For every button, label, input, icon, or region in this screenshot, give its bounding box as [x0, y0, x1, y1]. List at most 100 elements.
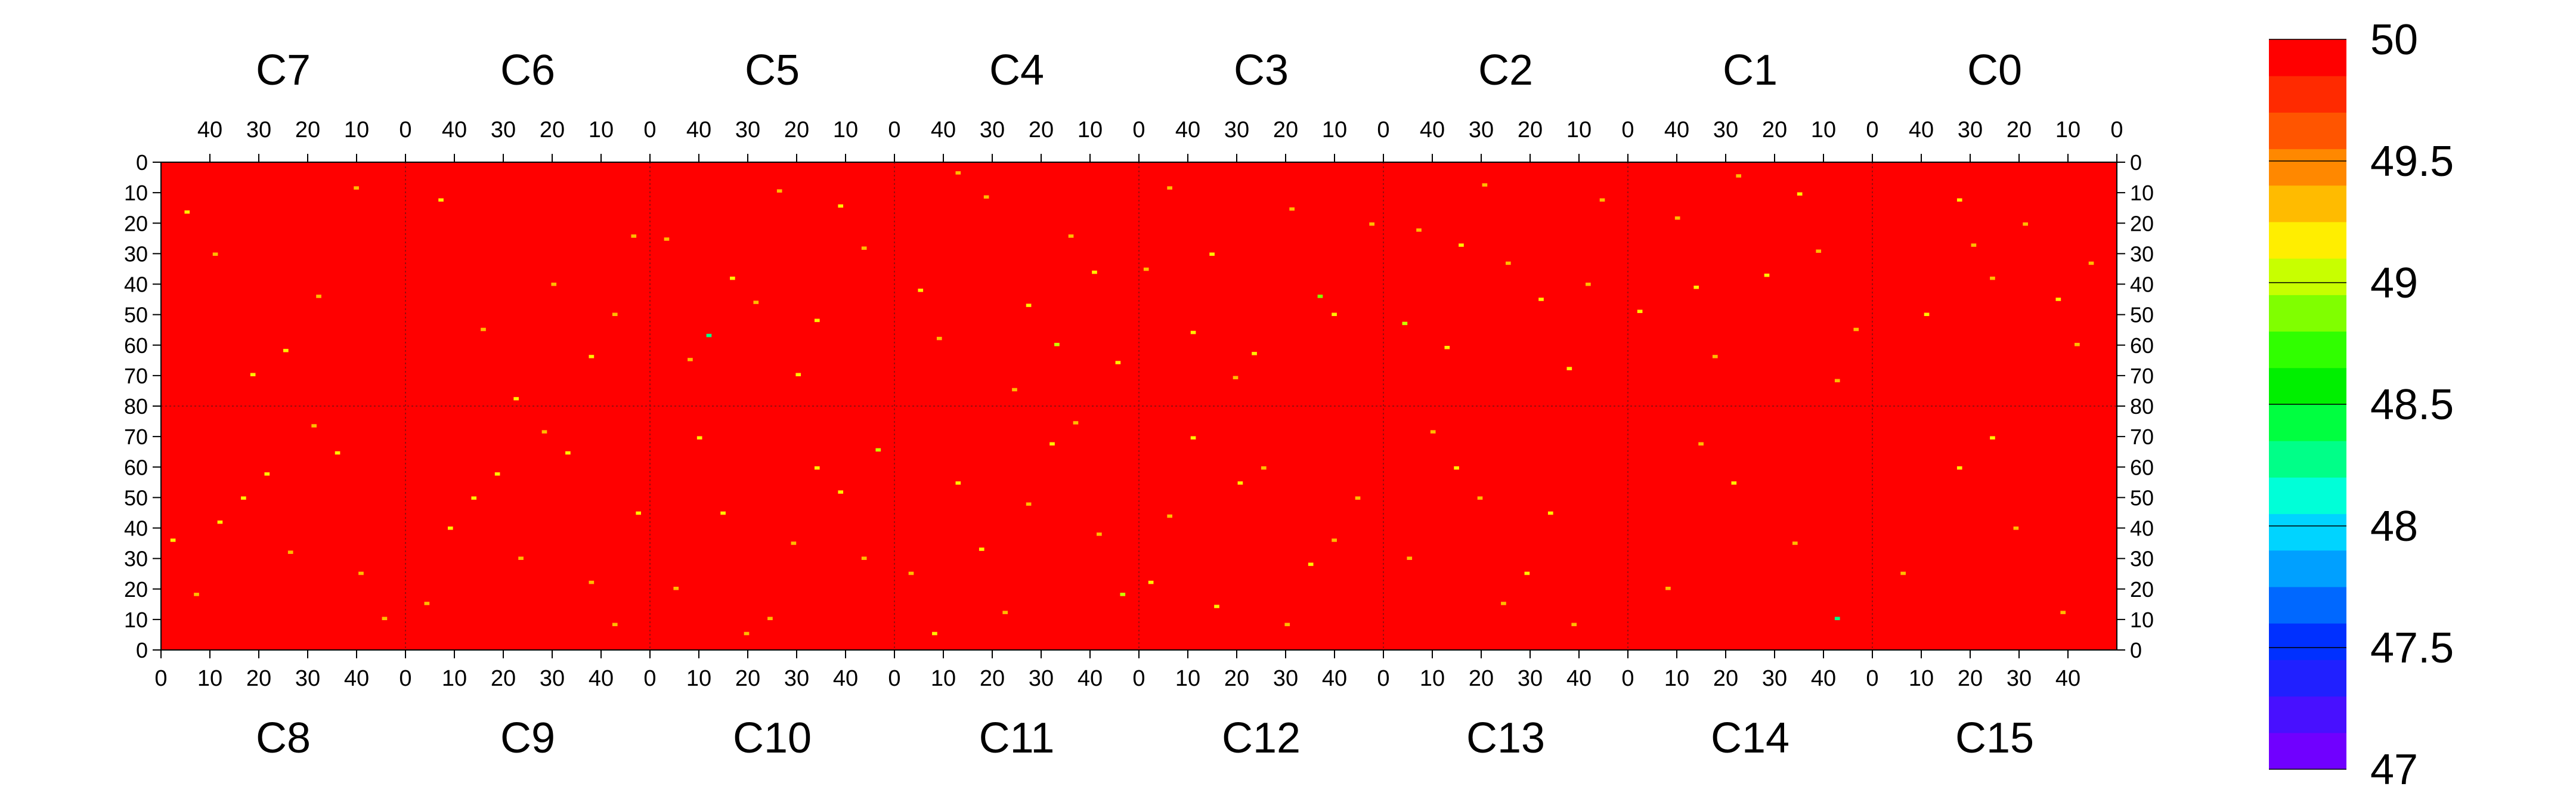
y-tick-label: 0 — [2130, 638, 2142, 662]
bottom-tick-label: 30 — [2007, 666, 2032, 691]
top-tick-label: 30 — [735, 117, 760, 143]
heatmap-cell-109 — [1237, 481, 1243, 485]
heatmap-cell-32 — [1026, 304, 1032, 307]
heatmap-cell-89 — [494, 472, 500, 476]
heatmap-cell-71 — [673, 586, 679, 590]
bottom-tick-label: 10 — [1664, 666, 1689, 691]
bottom-tick-label: 30 — [1273, 666, 1298, 691]
heatmap-cell-59 — [283, 349, 289, 352]
heatmap-cell-62 — [184, 210, 190, 214]
heatmap-cell-6 — [1506, 261, 1511, 265]
heatmap-cell-76 — [696, 436, 702, 440]
heatmap-cell-58 — [354, 186, 359, 190]
heatmap-cell-66 — [551, 282, 557, 286]
bottom-tick-label: 20 — [1713, 666, 1738, 691]
heatmap-cell-104 — [1308, 562, 1314, 566]
heatmap-cell-131 — [287, 550, 293, 554]
chamber-dividers — [161, 162, 2117, 650]
colorbar-tick-label: 49.5 — [2370, 138, 2454, 185]
heatmap-cell-50 — [2088, 261, 2094, 265]
heatmap-cell-51 — [2055, 298, 2061, 301]
top-tick-label: 20 — [1029, 117, 1054, 143]
colorbar-tick-label: 48.5 — [2370, 381, 2454, 429]
heatmap-cell-112 — [1454, 466, 1459, 470]
heatmap-cell-88 — [589, 580, 595, 584]
bottom-tick-label: 0 — [154, 666, 167, 691]
heatmap-cell-53 — [1990, 276, 1995, 280]
y-tick-label: 50 — [2130, 303, 2154, 327]
top-tick-label: 30 — [1713, 117, 1738, 143]
y-tick-label: 10 — [124, 608, 148, 632]
heatmap-cell-106 — [1190, 436, 1196, 440]
y-tick-label: 30 — [2130, 242, 2154, 266]
heatmap-cell-25 — [1167, 186, 1172, 190]
bottom-chamber-label-C9: C9 — [500, 714, 555, 762]
y-tick-label: 70 — [2130, 364, 2154, 388]
bottom-tick-label: 20 — [1224, 666, 1249, 691]
heatmap-cell-82 — [471, 496, 477, 500]
top-tick-label: 20 — [1273, 117, 1298, 143]
y-tick-label: 10 — [2130, 608, 2154, 632]
heatmap-cell-100 — [1120, 593, 1126, 596]
colorbar-band-13 — [2269, 258, 2346, 295]
heatmap-cell-102 — [1214, 605, 1219, 608]
heatmap-cell-95 — [1097, 532, 1102, 536]
colorbar-band-8 — [2269, 441, 2346, 478]
heatmap-cell-117 — [1477, 496, 1483, 500]
y-tick-label: 40 — [124, 273, 148, 297]
heatmap-cell-97 — [1026, 502, 1032, 506]
top-chamber-label-C1: C1 — [1723, 47, 1778, 94]
top-tick-label: 10 — [1078, 117, 1103, 143]
colorbar-tick-label: 50 — [2370, 16, 2418, 64]
heatmap-cell-20 — [1369, 222, 1375, 226]
heatmap-cell-16 — [1834, 379, 1840, 383]
heatmap-cell-122 — [1834, 617, 1840, 621]
top-tick-label: 40 — [442, 117, 467, 143]
colorbar-band-11 — [2269, 331, 2346, 369]
heatmap-cell-107 — [1284, 623, 1290, 627]
bottom-tick-label: 40 — [833, 666, 858, 691]
y-tick-label: 20 — [2130, 577, 2154, 602]
y-tick-label: 20 — [2130, 211, 2154, 236]
top-chamber-label-C7: C7 — [256, 47, 311, 94]
heatmap-cell-135 — [311, 424, 317, 428]
heatmap-cell-4 — [1416, 228, 1422, 232]
heatmap-cell-98 — [1073, 421, 1079, 425]
heatmap-cell-121 — [1792, 541, 1798, 545]
bottom-tick-label: 10 — [931, 666, 956, 691]
y-tick-label: 30 — [124, 547, 148, 571]
heatmap-cells — [170, 171, 2094, 636]
heatmap-cell-63 — [250, 373, 256, 377]
heatmap-cell-96 — [932, 631, 937, 636]
heatmap-cell-56 — [2075, 342, 2080, 346]
top-tick-label: 40 — [1175, 117, 1200, 143]
bottom-tick-label: 30 — [1518, 666, 1543, 691]
bottom-tick-label: 0 — [1866, 666, 1878, 691]
top-tick-label: 10 — [344, 117, 369, 143]
heatmap-cell-87 — [541, 430, 547, 434]
heatmap-cell-23 — [1252, 352, 1257, 355]
colorbar-band-14 — [2269, 222, 2346, 259]
colorbar-band-12 — [2269, 295, 2346, 332]
heatmap-cell-27 — [1233, 376, 1239, 380]
heatmap-cell-127 — [2060, 611, 2066, 614]
bottom-tick-label: 10 — [197, 666, 222, 691]
top-tick-label: 10 — [1566, 117, 1592, 143]
bottom-tick-label: 40 — [1811, 666, 1836, 691]
heatmap-cell-46 — [753, 301, 759, 304]
heatmap-cell-28 — [1190, 330, 1196, 335]
heatmap-cell-65 — [589, 355, 595, 358]
top-chamber-label-C5: C5 — [745, 47, 800, 94]
heatmap-cell-133 — [382, 617, 388, 621]
heatmap-cell-39 — [1054, 342, 1060, 346]
y-tick-label: 30 — [124, 242, 148, 266]
heatmap-cell-11 — [1797, 192, 1803, 196]
heatmap-cell-48 — [795, 373, 801, 377]
heatmap-cell-114 — [1547, 511, 1553, 515]
colorbar-tick-label: 48 — [2370, 503, 2418, 550]
top-tick-label: 30 — [1958, 117, 1983, 143]
heatmap-cell-83 — [518, 556, 524, 561]
top-tick-label: 0 — [1377, 117, 1389, 143]
y-tick-label: 20 — [124, 577, 148, 602]
colorbar: 47 47.5 48 48.5 49 49.5 50 — [2269, 16, 2454, 794]
